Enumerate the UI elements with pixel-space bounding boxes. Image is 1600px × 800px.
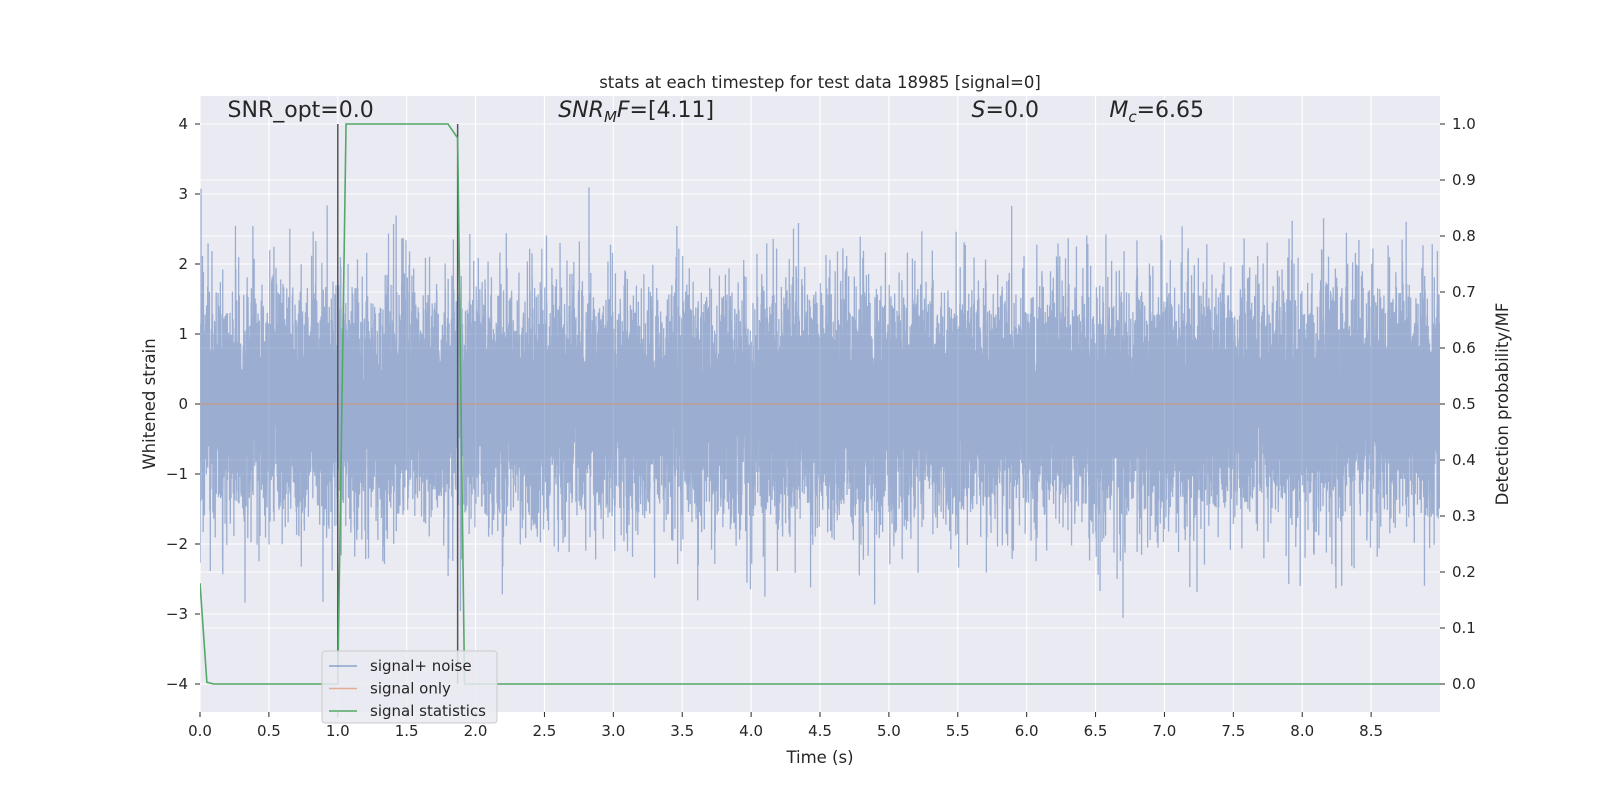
legend-label: signal only xyxy=(370,680,451,698)
y-right-tick-label: 0.4 xyxy=(1452,451,1476,469)
annotation-part: =[4.11] xyxy=(630,98,715,123)
y-tick-label: −2 xyxy=(166,535,188,553)
x-tick-label: 1.0 xyxy=(326,722,350,740)
y-right-tick-label: 0.2 xyxy=(1452,563,1476,581)
annotation-part: SNR xyxy=(558,98,604,123)
x-tick-label: 3.5 xyxy=(670,722,694,740)
y-tick-label: −1 xyxy=(166,465,188,483)
y-right-tick-label: 0.0 xyxy=(1452,675,1476,693)
y-right-tick-label: 0.7 xyxy=(1452,283,1476,301)
annotation-text: SNR_opt=0.0 xyxy=(228,98,374,123)
chart-title: stats at each timestep for test data 189… xyxy=(599,73,1041,92)
y-right-tick-label: 1.0 xyxy=(1452,115,1476,133)
x-tick-label: 8.5 xyxy=(1359,722,1383,740)
y-right-tick-label: 0.9 xyxy=(1452,171,1476,189)
y-right-tick-label: 0.5 xyxy=(1452,395,1476,413)
legend-label: signal statistics xyxy=(370,702,486,720)
y-tick-label: 1 xyxy=(178,325,188,343)
y-tick-label: 3 xyxy=(178,185,188,203)
x-tick-label: 3.0 xyxy=(601,722,625,740)
x-tick-label: 7.5 xyxy=(1221,722,1245,740)
y-right-tick-label: 0.1 xyxy=(1452,619,1476,637)
y-axis-label: Whitened strain xyxy=(140,338,159,469)
y-tick-label: 0 xyxy=(178,395,188,413)
annotation-text: S=0.0 xyxy=(972,98,1039,123)
annotation-part: M xyxy=(1109,98,1128,123)
x-tick-label: 1.5 xyxy=(395,722,419,740)
x-tick-label: 6.5 xyxy=(1084,722,1108,740)
x-axis-label: Time (s) xyxy=(785,748,853,767)
x-tick-label: 2.5 xyxy=(533,722,557,740)
x-tick-label: 7.0 xyxy=(1153,722,1177,740)
y-tick-label: 4 xyxy=(178,115,188,133)
annotation-part: =6.65 xyxy=(1137,98,1204,123)
y-right-tick-label: 0.6 xyxy=(1452,339,1476,357)
y-right-tick-label: 0.8 xyxy=(1452,227,1476,245)
x-tick-label: 0.0 xyxy=(188,722,212,740)
x-tick-label: 5.5 xyxy=(946,722,970,740)
y-right-tick-label: 0.3 xyxy=(1452,507,1476,525)
series-signal-noise-line xyxy=(200,187,1440,618)
x-tick-label: 4.5 xyxy=(808,722,832,740)
x-tick-label: 2.0 xyxy=(464,722,488,740)
annotation-part: M xyxy=(604,108,617,126)
annotation-part: c xyxy=(1128,108,1137,126)
y-tick-label: −4 xyxy=(166,675,188,693)
y-right-axis-label: Detection probability/MF xyxy=(1493,303,1512,506)
x-tick-label: 8.0 xyxy=(1290,722,1314,740)
x-tick-label: 0.5 xyxy=(257,722,281,740)
annotation-part: F xyxy=(617,98,630,123)
legend-label: signal+ noise xyxy=(370,657,472,675)
annotation-text: SNRMF=[4.11] xyxy=(558,98,714,126)
x-tick-label: 5.0 xyxy=(877,722,901,740)
x-tick-label: 4.0 xyxy=(739,722,763,740)
x-tick-label: 6.0 xyxy=(1015,722,1039,740)
annotation-part: =0.0 xyxy=(986,98,1039,123)
annotation-text: Mc=6.65 xyxy=(1109,98,1204,126)
legend-box xyxy=(321,650,498,724)
y-tick-label: 2 xyxy=(178,255,188,273)
annotation-part: S xyxy=(972,98,986,123)
y-tick-label: −3 xyxy=(166,605,188,623)
